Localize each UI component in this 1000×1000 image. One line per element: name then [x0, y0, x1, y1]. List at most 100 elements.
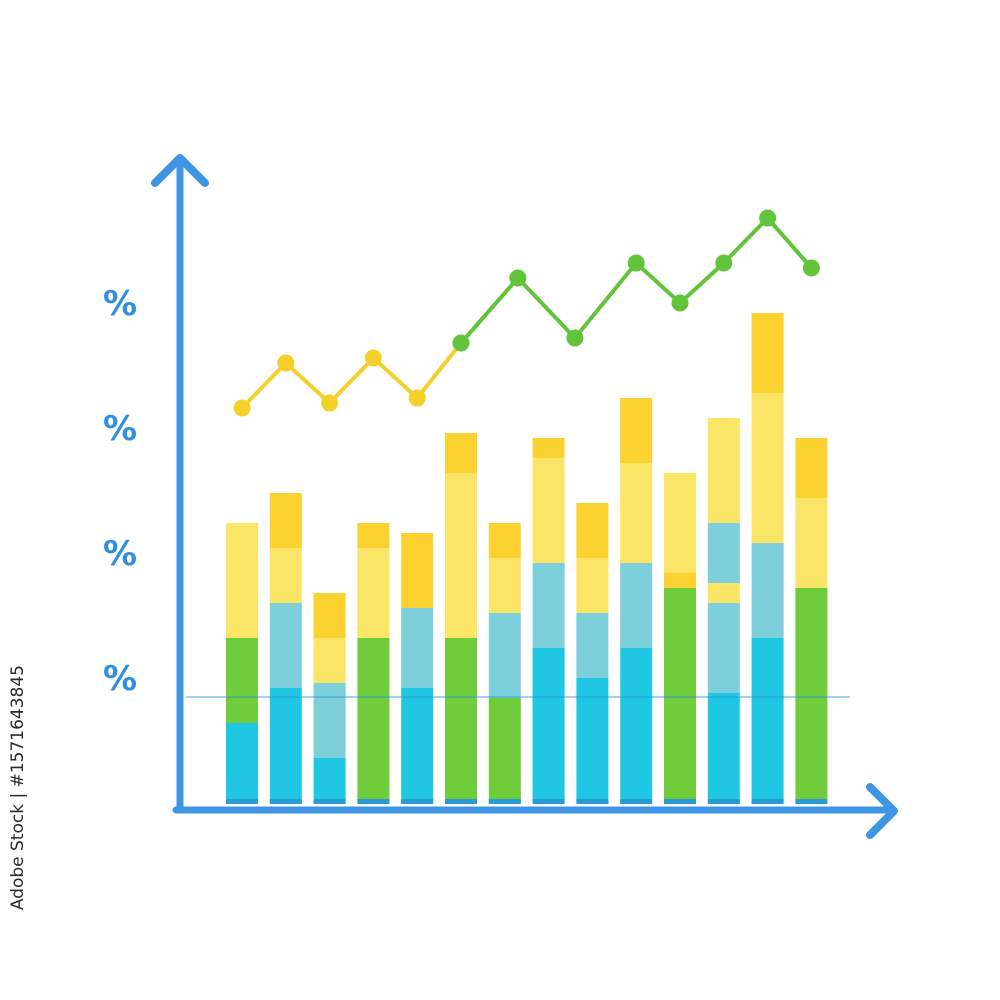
trend-point: [671, 294, 689, 312]
bar-segment: [620, 463, 653, 563]
bar-base-band: [488, 799, 521, 804]
bar-segment: [357, 523, 390, 548]
bar-segment: [313, 758, 346, 803]
bar-base-band: [751, 799, 784, 804]
trend-line-segment: [572, 261, 639, 340]
bar-column-4: [357, 523, 390, 804]
x-axis-arrow-icon: [866, 783, 898, 839]
bar-segment: [313, 683, 346, 758]
bar-column-14: [795, 438, 828, 804]
bar-base-band: [445, 799, 477, 804]
bar-column-9: [576, 503, 609, 804]
bar-segment: [445, 638, 477, 803]
bar-segment: [576, 613, 609, 678]
trend-line-segment: [721, 216, 770, 265]
bar-base-band: [576, 799, 609, 804]
bar-segment: [226, 523, 258, 638]
bar-segment: [401, 533, 434, 608]
bar-base-band: [313, 799, 346, 804]
bar-segment: [576, 678, 609, 803]
bar-segment: [576, 503, 609, 558]
bar-segment: [795, 438, 828, 498]
bar-segment: [707, 603, 740, 693]
bar-segment: [313, 638, 346, 683]
y-axis-arrow-icon: [151, 154, 209, 187]
trend-line-segment: [459, 276, 520, 345]
trend-point: [802, 259, 820, 277]
bar-segment: [620, 563, 653, 648]
trend-point: [627, 254, 645, 272]
bar-segment: [707, 583, 740, 603]
bar-segment: [445, 473, 477, 638]
bar-segment: [445, 433, 477, 473]
trend-line-segment: [240, 361, 288, 410]
bar-segment: [751, 393, 784, 543]
bar-column-12: [707, 418, 740, 804]
bar-base-band: [357, 799, 390, 804]
trend-point: [408, 389, 426, 407]
bar-segment: [620, 648, 653, 803]
trend-line-segment: [283, 361, 332, 405]
watermark-text: Adobe Stock | #1571643845: [8, 664, 28, 910]
y-tick-label: %: [103, 409, 137, 449]
bar-segment: [751, 638, 784, 803]
trend-line-segment: [371, 356, 420, 400]
bar-column-13: [751, 313, 784, 804]
bar-base-band: [269, 799, 302, 804]
trend-point: [759, 209, 777, 227]
bar-segment: [795, 588, 828, 803]
bar-segment: [707, 523, 740, 583]
bar-segment: [532, 648, 565, 803]
bar-segment: [532, 438, 565, 458]
bar-segment: [488, 523, 521, 558]
bar-segment: [532, 563, 565, 648]
trend-line-segment: [327, 356, 376, 405]
trend-line-segment: [515, 276, 577, 340]
bar-segment: [269, 548, 302, 603]
trend-line-segment: [415, 341, 463, 400]
bar-segment: [664, 473, 696, 573]
bar-column-6: [445, 433, 477, 804]
bars-layer: [186, 313, 850, 804]
bar-column-3: [313, 593, 346, 804]
bar-segment: [620, 398, 653, 463]
bar-segment: [226, 723, 258, 803]
bar-segment: [664, 573, 696, 588]
bar-segment: [664, 588, 696, 803]
bar-segment: [751, 313, 784, 393]
bar-column-11: [664, 473, 696, 804]
bar-segment: [488, 558, 521, 613]
y-tick-labels: %%%%: [103, 284, 137, 699]
trend-line-segment: [678, 261, 726, 305]
bar-base-band: [795, 799, 828, 804]
axes-layer: [151, 154, 898, 839]
bar-segment: [707, 418, 740, 523]
trend-point: [715, 254, 733, 272]
bar-segment: [576, 558, 609, 613]
bar-segment: [357, 638, 390, 803]
bar-segment: [357, 583, 390, 638]
bar-base-band: [532, 799, 565, 804]
bar-segment: [313, 593, 346, 638]
bar-segment: [488, 613, 521, 698]
trend-point: [452, 334, 470, 352]
bar-base-band: [226, 799, 258, 804]
trend-point: [566, 329, 584, 347]
bar-column-8: [532, 438, 565, 804]
bar-segment: [401, 608, 434, 688]
trend-line-layer: [233, 209, 820, 417]
bar-segment: [226, 638, 258, 723]
bar-base-band: [620, 799, 653, 804]
bar-column-7: [488, 523, 521, 804]
bar-segment: [357, 548, 390, 583]
y-tick-label: %: [103, 284, 137, 324]
trend-point: [509, 269, 527, 287]
bar-segment: [269, 688, 302, 803]
trend-line-segment: [765, 216, 814, 270]
y-tick-label: %: [103, 659, 137, 699]
bar-segment: [401, 688, 434, 803]
bar-segment: [269, 493, 302, 548]
bar-segment: [488, 698, 521, 803]
trend-point: [277, 354, 295, 372]
